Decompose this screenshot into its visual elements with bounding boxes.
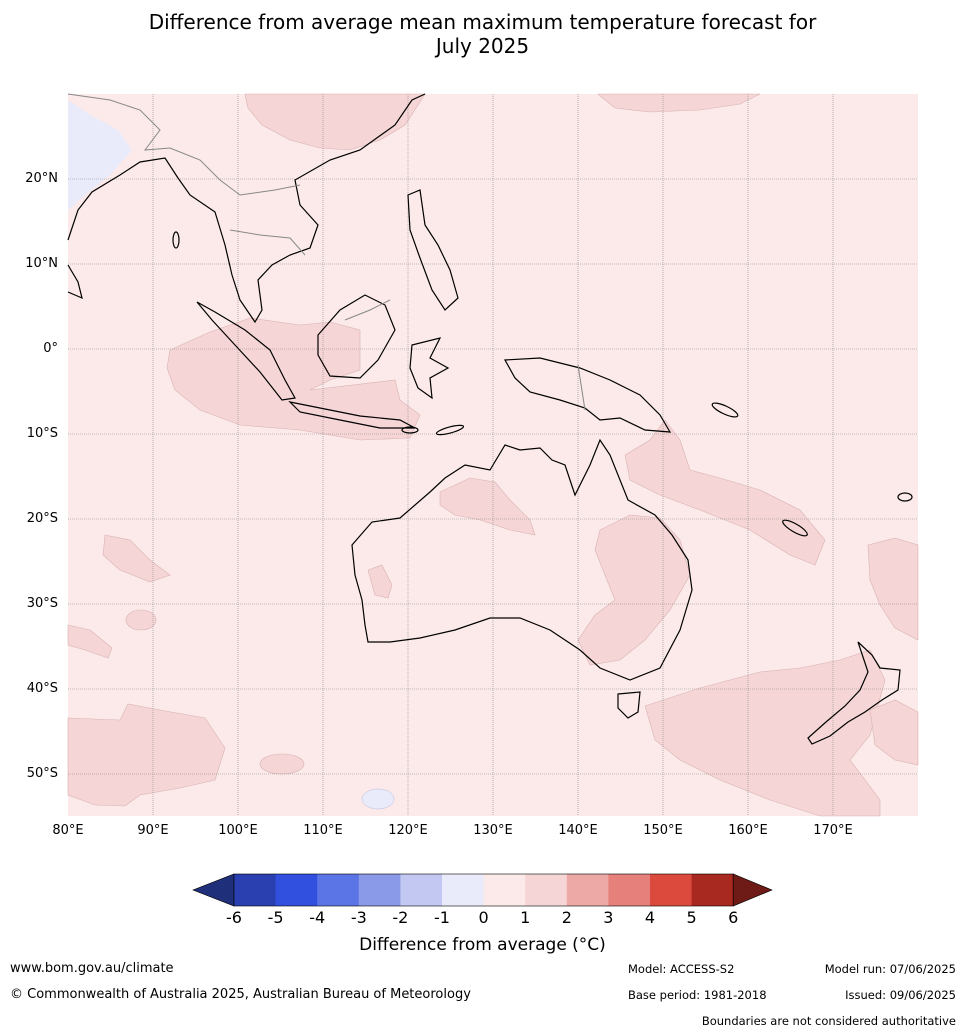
lon-label-80e: 80°E [52, 823, 84, 838]
colorbar-swatch [234, 874, 277, 906]
colorbar-swatch [691, 874, 734, 906]
lat-label-50s: 50°S [26, 766, 58, 781]
warm-region-west-edge [67, 624, 113, 659]
colorbar-extend-high [732, 873, 773, 907]
colorbar-swatch [483, 874, 526, 906]
footer-disclaimer: Boundaries are not considered authoritat… [701, 1014, 956, 1028]
island-new-caledonia [782, 519, 808, 537]
colorbar-swatch [275, 874, 318, 906]
title-line-1: Difference from average mean maximum tem… [148, 10, 817, 34]
lat-label-30s: 30°S [26, 596, 58, 611]
asia-coastline [67, 93, 426, 324]
lon-label-140e: 140°E [558, 823, 598, 838]
philippines-coastline [407, 189, 459, 311]
lat-label-20s: 20°S [26, 511, 58, 526]
india-fragment-coastline [67, 264, 83, 300]
colorbar-tick-label: 4 [644, 908, 656, 927]
colorbar-tick-label: 2 [561, 908, 572, 927]
colorbar-extend-low [192, 873, 235, 907]
colorbar-outline [233, 873, 734, 907]
tasmania-coastline [617, 691, 641, 719]
lon-label-130e: 130°E [473, 823, 513, 838]
colorbar-title: Difference from average (°C) [359, 935, 606, 955]
warm-region-wa-small [367, 564, 393, 599]
warm-region-nw-australia [439, 477, 536, 536]
colorbar-tick-label: 0 [478, 908, 489, 927]
colorbar-tick-label: 6 [728, 908, 739, 927]
warm-regions [67, 93, 919, 817]
lon-label-170e: 170°E [813, 823, 853, 838]
footer-copyright: © Commonwealth of Australia 2025, Austra… [10, 987, 471, 1002]
australia-coastline [351, 438, 693, 681]
lat-label-0: 0° [43, 341, 58, 356]
map-title: Difference from average mean maximum tem… [0, 10, 965, 58]
cool-region-south [361, 788, 395, 810]
colorbar [192, 873, 773, 907]
lon-label-110e: 110°E [303, 823, 343, 838]
colorbar-tick-label: 5 [686, 908, 697, 927]
colorbar-tick-label: -1 [434, 908, 450, 927]
country-borders [67, 93, 586, 411]
title-line-2: July 2025 [435, 34, 530, 58]
warm-region-southern-ocean-west [67, 703, 226, 807]
sulawesi-coastline [409, 337, 450, 400]
island-bali-lombok [401, 426, 419, 434]
warm-region-small-2 [259, 753, 305, 775]
lat-label-10s: 10°S [26, 426, 58, 441]
warm-region-east-edge-south [869, 699, 919, 766]
warm-region-indian-ocean [166, 317, 421, 441]
island-solomon [711, 402, 739, 418]
lat-label-40s: 40°S [26, 681, 58, 696]
colorbar-tick-label: -3 [350, 908, 367, 927]
footer-issued: Issued: 09/06/2025 [845, 988, 956, 1002]
colorbar-tick-label: -2 [392, 908, 409, 927]
colorbar-swatch [358, 874, 401, 906]
warm-region-coral-sea [624, 419, 826, 566]
colorbar-tick-label: -6 [226, 908, 242, 927]
coastlines [67, 93, 913, 745]
colorbar-swatch [608, 874, 651, 906]
lon-label-90e: 90°E [137, 823, 169, 838]
lat-label-10n: 10°N [25, 256, 58, 271]
colorbar-swatch [566, 874, 609, 906]
new-zealand-coastline [807, 641, 901, 745]
footer-base-period: Base period: 1981-2018 [628, 988, 767, 1002]
island-timor [435, 424, 465, 436]
colorbar-swatch [442, 874, 485, 906]
colorbar-swatch [650, 874, 693, 906]
warm-region-tasman [644, 649, 886, 817]
lon-label-150e: 150°E [643, 823, 683, 838]
colorbar-tick-label: 3 [603, 908, 614, 927]
footer-model-run: Model run: 07/06/2025 [824, 962, 956, 976]
lat-label-20n: 20°N [25, 171, 58, 186]
lon-label-160e: 160°E [728, 823, 768, 838]
colorbar-swatch [317, 874, 360, 906]
graticule [68, 94, 918, 816]
footer-site: www.bom.gov.au/climate [10, 961, 174, 976]
warm-region-small-1 [125, 609, 157, 631]
colorbar-swatch [400, 874, 443, 906]
colorbar-tick-label: -5 [267, 908, 284, 927]
footer-model: Model: ACCESS-S2 [628, 962, 735, 976]
colorbar-tick-label: 1 [520, 908, 531, 927]
lon-label-120e: 120°E [388, 823, 428, 838]
colorbar-swatch [525, 874, 568, 906]
colorbar-tick-label: -4 [309, 908, 326, 927]
warm-region-pacific-north [597, 93, 761, 113]
warm-region-east-australia [577, 514, 691, 666]
island-sri-lanka [172, 231, 180, 249]
new-guinea-coastline [504, 357, 672, 433]
warm-region-east-edge [867, 537, 919, 641]
lon-label-100e: 100°E [218, 823, 258, 838]
sumatra-coastline [196, 301, 296, 401]
borneo-coastline [317, 294, 396, 379]
island-fiji [897, 492, 913, 502]
cool-region-bay-of-bengal [68, 100, 132, 210]
